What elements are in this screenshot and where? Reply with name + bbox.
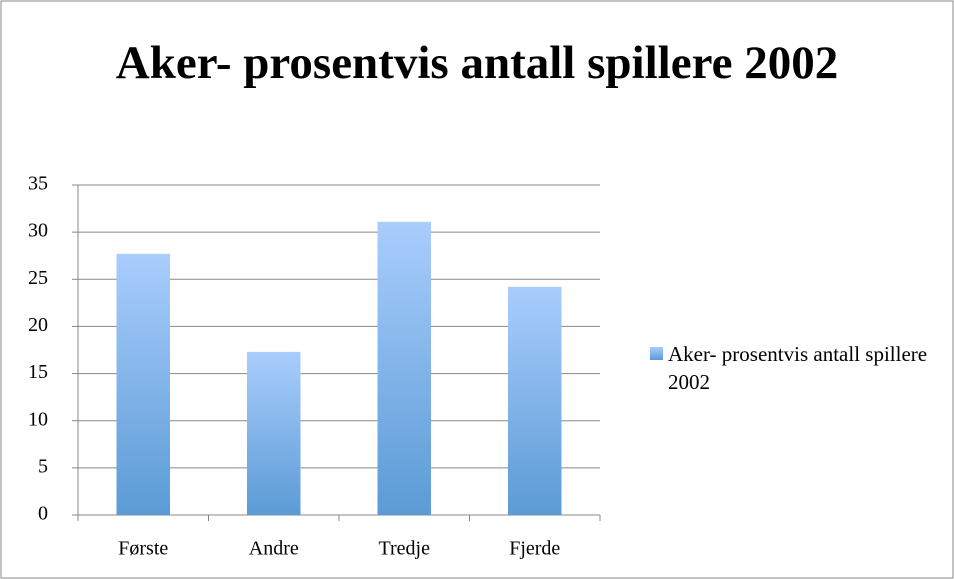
chart-title: Aker- prosentvis antall spillere 2002 [115, 37, 839, 89]
bar [116, 253, 171, 516]
x-tick-label: Første [118, 538, 168, 560]
x-tick-label: Andre [249, 538, 299, 560]
y-tick-label: 30 [28, 220, 48, 242]
y-tick-label: 25 [28, 267, 48, 289]
y-tick-label: 15 [28, 361, 48, 383]
y-tick-label: 5 [38, 455, 48, 477]
bar [246, 351, 301, 515]
bar [377, 221, 432, 515]
bar [507, 286, 562, 515]
y-tick-label: 20 [28, 314, 48, 336]
y-tick-label: 35 [28, 173, 48, 195]
x-tick-label: Tredje [379, 538, 431, 560]
legend-label: Aker- prosentvis antall spillere 2002 [668, 342, 928, 394]
x-tick-label: Fjerde [509, 538, 560, 560]
y-tick-label: 0 [38, 503, 48, 525]
legend-swatch [650, 347, 663, 360]
y-tick-label: 10 [28, 408, 48, 430]
